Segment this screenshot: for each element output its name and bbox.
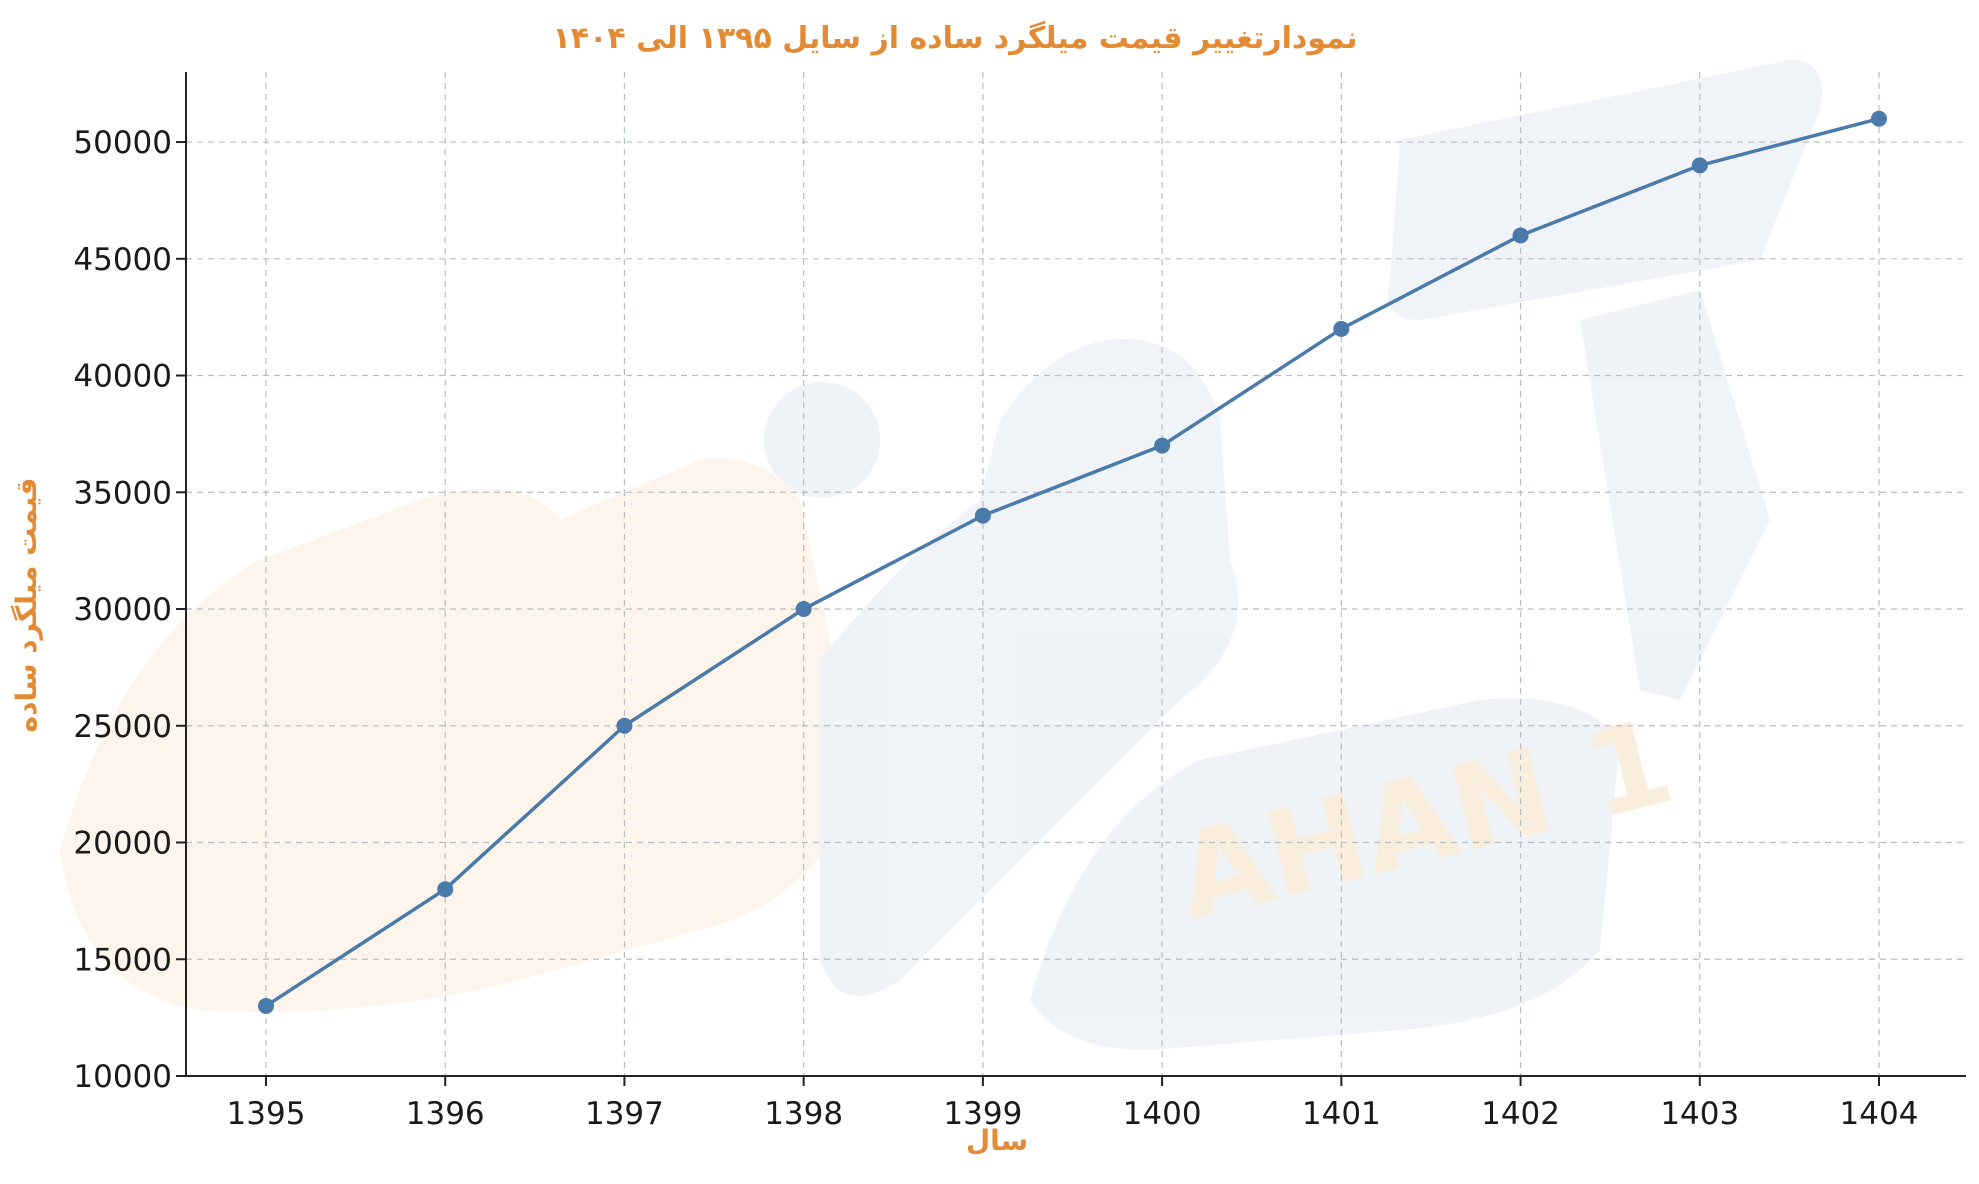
y-tick-label: 15000 xyxy=(73,942,172,978)
data-point xyxy=(795,601,812,618)
y-tick-label: 10000 xyxy=(73,1059,172,1095)
data-point xyxy=(1333,320,1350,337)
x-tick-label: 1400 xyxy=(1123,1096,1202,1132)
y-axis-label: قیمت میلگرد ساده xyxy=(10,478,43,733)
x-tick-label: 1398 xyxy=(764,1096,843,1132)
grid-lines xyxy=(186,72,1966,1077)
data-point xyxy=(616,717,633,734)
data-point xyxy=(1512,227,1529,244)
y-tick-label: 45000 xyxy=(73,242,172,278)
y-tick-label: 20000 xyxy=(73,826,172,862)
data-point xyxy=(974,507,991,524)
data-point xyxy=(1871,110,1887,127)
data-point xyxy=(437,881,454,898)
data-point xyxy=(1154,437,1171,454)
x-tick-label: 1395 xyxy=(227,1096,306,1132)
series-price xyxy=(258,110,1887,1014)
y-tick-label: 35000 xyxy=(73,475,172,511)
chart-title: نمودارتغییر قیمت میلگرد ساده از سایل ۱۳۹… xyxy=(552,20,1357,56)
x-tick-label: 1401 xyxy=(1302,1096,1381,1132)
y-tick-label: 30000 xyxy=(73,592,172,628)
x-tick-label: 1396 xyxy=(406,1096,485,1132)
data-point xyxy=(1691,157,1708,174)
x-tick-label: 1397 xyxy=(585,1096,664,1132)
y-tick-label: 25000 xyxy=(73,709,172,745)
x-axis-label: سال xyxy=(966,1124,1028,1157)
axes xyxy=(185,72,1966,1077)
x-tick-label: 1399 xyxy=(943,1096,1022,1132)
y-tick-label: 40000 xyxy=(73,359,172,395)
x-tick-label: 1404 xyxy=(1840,1096,1919,1132)
data-point xyxy=(258,997,274,1014)
series-line xyxy=(265,117,1880,1008)
y-tick-label: 50000 xyxy=(73,125,172,161)
x-tick-label: 1403 xyxy=(1660,1096,1739,1132)
x-tick-label: 1402 xyxy=(1481,1096,1560,1132)
x-axis-ticks: 1395 1396 1397 1398 1399 1400 1401 1402 1403 1404 xyxy=(227,1076,1919,1132)
watermark-logo: AHAN 1 xyxy=(60,60,1822,1050)
y-axis-ticks: 10000 15000 20000 25000 30000 35000 40000 45000… xyxy=(73,125,186,1095)
